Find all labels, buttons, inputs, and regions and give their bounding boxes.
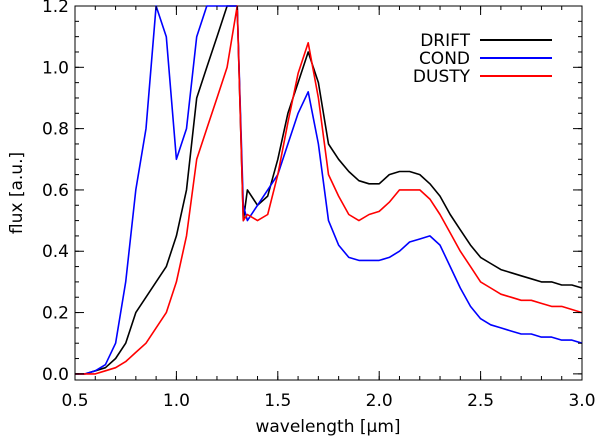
axes-layer: 0.5 1.0 1.5 2.0 2.5 3.0 0.0 0.2 0.4 0.6 0.8 1.0 1.2 [42, 0, 596, 411]
series-layer [75, 5, 583, 375]
y-tick-label: 0.6 [42, 181, 69, 201]
x-tick-label: 2.5 [467, 391, 494, 411]
x-tick-label: 1.5 [264, 391, 291, 411]
y-axis-label: flux [a.u.] [7, 152, 27, 234]
x-tick-label: 1.0 [163, 391, 190, 411]
legend-label-cond: COND [419, 49, 470, 69]
series-line-dusty [75, 5, 583, 375]
y-tick-label: 1.2 [42, 0, 69, 17]
x-tick-label: 0.5 [61, 391, 88, 411]
y-tick-label: 0.2 [42, 304, 69, 324]
x-tick-label: 2.0 [366, 391, 393, 411]
series-line-cond [75, 5, 583, 375]
x-axis-label: wavelength [μm] [255, 417, 400, 437]
legend-label-dusty: DUSTY [413, 67, 471, 87]
y-tick-label: 0.8 [42, 120, 69, 140]
y-tick-label: 1.0 [42, 58, 69, 78]
y-tick-label: 0.4 [42, 242, 69, 262]
x-tick-label: 3.0 [568, 391, 595, 411]
plot-area-frame [74, 5, 583, 381]
series-line-drift [75, 5, 583, 375]
y-tick-label: 0.0 [42, 365, 69, 385]
legend-label-drift: DRIFT [420, 31, 470, 51]
